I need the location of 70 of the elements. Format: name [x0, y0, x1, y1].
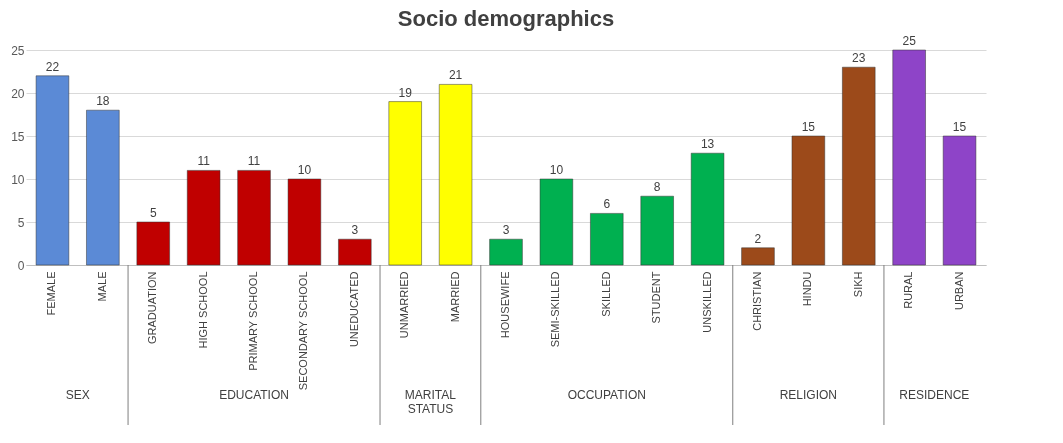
data-label: 6 [603, 197, 611, 212]
x-tick-label: UNMARRIED [398, 271, 411, 339]
bar [842, 66, 876, 266]
bar [640, 195, 674, 266]
x-tick-label: SIKH [851, 271, 864, 298]
x-tick-label: GRADUATION [146, 271, 159, 345]
y-tick-label: 15 [11, 129, 25, 144]
data-label: 15 [952, 120, 967, 134]
x-tick-label: PRIMARY SCHOOL [247, 271, 260, 371]
x-tick-label: MARRIED [448, 271, 461, 323]
bar [86, 109, 120, 266]
chart-title: Socio demographics [397, 6, 615, 31]
bar [690, 152, 725, 266]
data-label: 11 [247, 154, 261, 169]
x-tick-label: SEMI-SKILLED [549, 271, 562, 348]
data-label: 3 [351, 223, 359, 238]
data-label: 13 [700, 137, 715, 152]
data-label: 11 [197, 154, 211, 169]
bar [539, 178, 574, 266]
x-tick-label: SKILLED [599, 271, 612, 317]
data-label: 23 [852, 51, 866, 66]
y-tick-label: 0 [17, 258, 25, 273]
data-label: 2 [754, 231, 762, 246]
bar [438, 84, 473, 266]
bar [237, 170, 271, 266]
bar [187, 170, 221, 266]
data-label: 18 [96, 94, 110, 109]
text: OCCUPATION [567, 388, 646, 402]
x-tick-label: MALE [95, 271, 108, 302]
bar [791, 135, 825, 266]
x-tick-label: UNEDUCATED [347, 271, 360, 348]
bar [338, 238, 372, 266]
bar [590, 213, 624, 266]
text: SEX [65, 388, 90, 402]
x-tick-label: HIGH SCHOOL [196, 271, 209, 349]
x-tick-label: UNSKILLED [700, 271, 713, 333]
bar [892, 49, 926, 266]
bar [136, 221, 170, 266]
data-label: 5 [149, 206, 157, 220]
data-label: 10 [297, 163, 312, 177]
x-tick-label: FEMALE [45, 271, 58, 316]
text: EDUCATION [219, 388, 289, 402]
x-tick-label: HOUSEWIFE [499, 271, 511, 339]
data-label: 19 [398, 85, 413, 100]
data-label: 15 [801, 120, 816, 134]
text: RELIGION [779, 388, 838, 402]
x-tick-label: CHRISTIAN [750, 271, 763, 331]
x-tick-label: RURAL [902, 271, 915, 309]
bar [942, 135, 977, 266]
y-tick-label: 25 [11, 43, 25, 58]
data-label: 25 [902, 34, 917, 48]
bar [741, 247, 775, 266]
data-label: 10 [549, 163, 564, 177]
bar [388, 101, 422, 266]
x-tick-label: HINDU [801, 271, 814, 307]
bar [287, 178, 322, 266]
x-tick-label: URBAN [952, 271, 965, 311]
x-tick-label: SECONDARY SCHOOL [297, 271, 310, 391]
y-tick-label: 5 [17, 215, 25, 230]
bar [489, 238, 523, 266]
data-label: 22 [45, 59, 60, 74]
text: RESIDENCE [899, 388, 970, 402]
bar [35, 75, 70, 266]
y-tick-label: 10 [11, 172, 25, 187]
text: MARITAL STATUS [404, 388, 457, 416]
y-tick-label: 20 [11, 86, 25, 101]
data-label: 8 [653, 180, 661, 195]
data-label: 21 [448, 68, 463, 83]
data-label: 3 [502, 223, 510, 238]
x-tick-label: STUDENT [650, 271, 663, 324]
